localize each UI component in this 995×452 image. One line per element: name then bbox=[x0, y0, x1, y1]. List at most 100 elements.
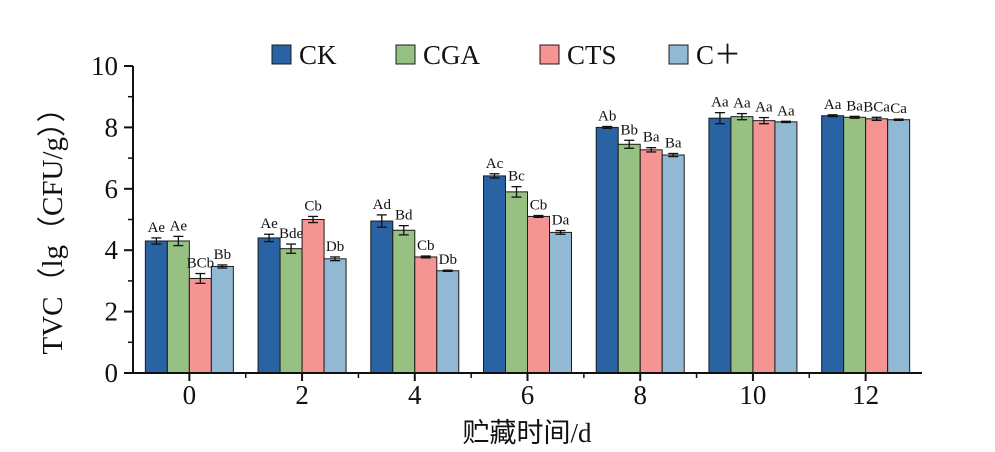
bar-cga-day-10 bbox=[730, 116, 754, 374]
error-bar bbox=[624, 139, 635, 149]
error-bar bbox=[286, 243, 297, 254]
bars-layer bbox=[144, 115, 911, 374]
error-bar bbox=[442, 269, 453, 273]
significance-label: Cb bbox=[304, 198, 322, 214]
legend-item: CTS bbox=[539, 40, 617, 70]
significance-label: BCb bbox=[187, 256, 215, 272]
significance-label: Aa bbox=[824, 97, 842, 113]
significance-label: Db bbox=[439, 252, 457, 268]
legend-label: CTS bbox=[567, 40, 617, 70]
bar-cts-day-0 bbox=[188, 277, 212, 374]
legend-swatch bbox=[668, 44, 689, 65]
error-bar bbox=[420, 255, 431, 259]
significance-label: Ae bbox=[148, 220, 166, 236]
significance-label: Aa bbox=[711, 95, 729, 111]
significance-label: Ca bbox=[890, 101, 907, 117]
bar-ck-day-8 bbox=[595, 126, 619, 374]
error-bar bbox=[195, 272, 206, 285]
bar-cplus-day-10 bbox=[774, 121, 798, 374]
legend-label: CGA bbox=[423, 40, 481, 70]
significance-label: Cb bbox=[530, 198, 548, 214]
legend-swatch bbox=[539, 44, 560, 65]
bar-cga-day-2 bbox=[279, 248, 303, 374]
legend-label: C＋ bbox=[696, 40, 741, 70]
error-bar bbox=[330, 256, 341, 262]
legend-item: CGA bbox=[395, 40, 481, 70]
error-bar bbox=[555, 229, 566, 235]
significance-label: Aa bbox=[733, 96, 751, 112]
bar-cga-day-12 bbox=[843, 116, 867, 374]
y-tick-label: 0 bbox=[105, 358, 119, 388]
significance-label: Da bbox=[552, 213, 570, 229]
y-tick-label: 10 bbox=[91, 51, 118, 81]
error-bar bbox=[308, 215, 319, 224]
bar-ck-day-0 bbox=[144, 240, 168, 374]
x-tick-label: 8 bbox=[633, 380, 647, 410]
bar-cplus-day-4 bbox=[436, 270, 460, 374]
legend-swatch bbox=[395, 44, 416, 65]
significance-label: Ba bbox=[643, 130, 660, 146]
error-bar bbox=[849, 115, 860, 119]
error-bar bbox=[264, 233, 275, 243]
legend-label: CK bbox=[299, 40, 337, 70]
bar-cplus-day-2 bbox=[323, 258, 347, 374]
bar-ck-day-2 bbox=[257, 237, 281, 374]
legend: CK CGA CTS C＋ bbox=[271, 40, 741, 70]
x-tick-label: 0 bbox=[183, 380, 197, 410]
error-bar bbox=[533, 214, 544, 219]
x-tick-label: 10 bbox=[739, 380, 766, 410]
significance-label: Ae bbox=[170, 218, 188, 234]
error-bar bbox=[511, 186, 522, 198]
x-tick-label: 12 bbox=[852, 380, 879, 410]
significance-label: Bde bbox=[279, 226, 304, 242]
bar-cts-day-2 bbox=[301, 219, 325, 374]
bar-cplus-day-6 bbox=[549, 231, 572, 374]
bar-cga-day-8 bbox=[617, 143, 641, 374]
bar-ck-day-12 bbox=[821, 115, 845, 374]
bar-cga-day-4 bbox=[392, 229, 416, 374]
significance-label: Ba bbox=[665, 135, 682, 151]
y-tick-label: 8 bbox=[105, 112, 119, 142]
significance-label: Bb bbox=[620, 122, 638, 138]
x-tick-label: 6 bbox=[521, 380, 535, 410]
significance-label: Ab bbox=[598, 108, 616, 124]
significance-label: Ac bbox=[486, 156, 504, 172]
error-bar bbox=[668, 152, 679, 158]
error-bar bbox=[217, 264, 228, 269]
bar-ck-day-10 bbox=[708, 117, 732, 374]
significance-label: Ba bbox=[846, 98, 863, 114]
significance-label: Db bbox=[326, 239, 344, 255]
error-bar bbox=[151, 237, 162, 245]
y-axis-label: TVC（lg（CFU/g）） bbox=[37, 93, 69, 354]
legend-swatch bbox=[271, 44, 292, 65]
bar-cts-day-8 bbox=[639, 149, 663, 374]
bar-cts-day-6 bbox=[527, 215, 550, 374]
significance-label: Cb bbox=[417, 238, 435, 254]
error-bar bbox=[376, 214, 387, 228]
bar-cts-day-4 bbox=[414, 256, 438, 374]
bar-cplus-day-0 bbox=[210, 265, 234, 374]
significance-label: Ad bbox=[373, 197, 392, 213]
significance-label: Bc bbox=[508, 169, 525, 185]
bar-cplus-day-8 bbox=[661, 154, 685, 374]
legend-item: CK bbox=[271, 40, 337, 70]
error-bar bbox=[398, 224, 409, 236]
error-bar bbox=[489, 173, 500, 179]
x-tick-label: 4 bbox=[408, 380, 422, 410]
significance-label: BCa bbox=[863, 99, 890, 115]
x-axis-label: 贮藏时间/d bbox=[462, 418, 592, 448]
y-tick-label: 2 bbox=[105, 297, 119, 327]
x-tick-label: 2 bbox=[295, 380, 309, 410]
significance-label: Aa bbox=[777, 103, 795, 119]
legend-item: C＋ bbox=[668, 40, 741, 70]
y-tick-label: 6 bbox=[105, 174, 119, 204]
bar-cts-day-10 bbox=[752, 120, 776, 374]
bar-cga-day-6 bbox=[505, 191, 528, 374]
significance-label: Aa bbox=[755, 100, 773, 116]
error-bar bbox=[602, 125, 613, 129]
significance-label: Ae bbox=[260, 216, 278, 232]
bar-cplus-day-12 bbox=[887, 119, 911, 374]
